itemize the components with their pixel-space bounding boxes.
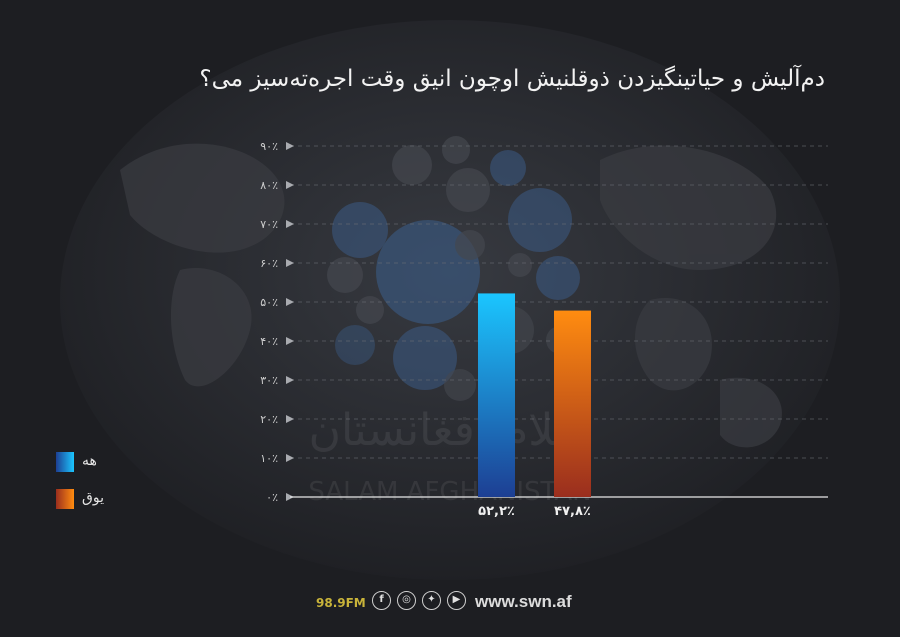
- y-tick-label: ۳۰٪: [260, 374, 278, 387]
- y-tick-label: ۱۰٪: [260, 452, 278, 465]
- legend-label-no: یوق: [82, 490, 104, 506]
- y-tick-marker: [286, 181, 294, 189]
- y-tick-marker: [286, 454, 294, 462]
- y-tick-marker: [286, 220, 294, 228]
- twitter-icon[interactable]: ✦: [422, 591, 441, 610]
- background-bubbles: [327, 136, 580, 401]
- legend-label-yes: هه: [82, 453, 97, 469]
- y-tick-marker: [286, 337, 294, 345]
- facebook-icon[interactable]: f: [372, 591, 391, 610]
- y-tick-label: ۹۰٪: [260, 140, 278, 153]
- y-tick-label: ۰٪: [266, 491, 278, 504]
- y-tick-label: ۷۰٪: [260, 218, 278, 231]
- bar-no: [554, 310, 591, 497]
- legend-swatch-yes: [56, 452, 74, 472]
- y-tick-label: ۴۰٪: [260, 335, 278, 348]
- instagram-icon[interactable]: ◎: [397, 591, 416, 610]
- footer: 98.9FM f ◎ ✦ ▶ www.swn.af: [0, 588, 900, 616]
- y-tick-label: ۶۰٪: [260, 257, 278, 270]
- watermark-script: سلام افغانستان: [309, 405, 592, 456]
- y-tick-marker: [286, 415, 294, 423]
- website-link[interactable]: www.swn.af: [475, 592, 572, 611]
- y-tick-marker: [286, 376, 294, 384]
- station-frequency: 98.9FM: [316, 596, 366, 610]
- bar-value-label: ۵۲,۲٪: [478, 504, 515, 519]
- legend-swatch-no: [56, 489, 74, 509]
- y-tick-label: ۲۰٪: [260, 413, 278, 426]
- watermark-latin: SALAM AFGHANISTAN: [308, 477, 591, 507]
- y-tick-label: ۵۰٪: [260, 296, 278, 309]
- y-tick-marker: [286, 142, 294, 150]
- y-tick-label: ۸۰٪: [260, 179, 278, 192]
- y-tick-marker: [286, 298, 294, 306]
- bar-value-label: ۴۷,۸٪: [554, 504, 591, 519]
- youtube-icon[interactable]: ▶: [447, 591, 466, 610]
- chart-title: دم‌آلیش و حیاتینگیزدن ذوقلنیش اوچون انیق…: [199, 66, 825, 92]
- y-tick-marker: [286, 259, 294, 267]
- bar-yes: [478, 293, 515, 497]
